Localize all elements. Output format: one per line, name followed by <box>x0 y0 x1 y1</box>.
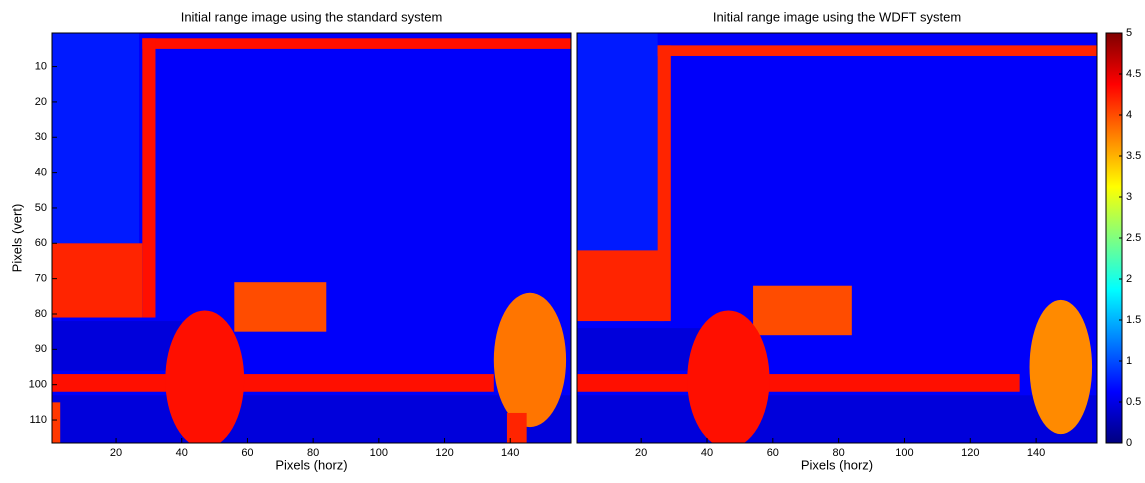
x-tick-label: 120 <box>961 447 979 459</box>
heatmap-region <box>577 250 665 322</box>
axes-frame <box>576 32 1098 444</box>
heatmap-region <box>577 328 707 371</box>
chart-title: Initial range image using the WDFT syste… <box>713 9 961 24</box>
y-tick-label: 80 <box>35 308 47 320</box>
y-axis-label: Pixels (vert) <box>9 204 24 273</box>
x-tick-label: 100 <box>895 447 913 459</box>
heatmap-region <box>234 282 327 332</box>
heatmap-region <box>52 402 61 443</box>
heatmap-region <box>506 412 527 443</box>
colorbar-tick-label: 3.5 <box>1126 150 1141 162</box>
heatmap-region <box>52 33 140 244</box>
chart-title: Initial range image using the standard s… <box>181 9 443 24</box>
x-tick-label: 100 <box>370 447 388 459</box>
heatmap-region <box>165 310 245 443</box>
x-tick-label: 140 <box>501 447 519 459</box>
x-tick-label: 80 <box>833 447 845 459</box>
heatmap-region <box>687 310 770 443</box>
heatmap-region <box>52 374 494 392</box>
heatmap-region <box>1029 299 1093 435</box>
y-tick-label: 40 <box>35 167 47 179</box>
colorbar-tick-label: 2 <box>1126 273 1132 285</box>
colorbar-tick-label: 0.5 <box>1126 396 1141 408</box>
x-tick-label: 20 <box>110 447 122 459</box>
y-tick-label: 110 <box>29 414 47 426</box>
y-tick-label: 60 <box>35 237 47 249</box>
x-tick-label: 20 <box>635 447 647 459</box>
x-tick-label: 40 <box>701 447 713 459</box>
heatmap-region <box>52 243 143 318</box>
heatmap-region <box>142 38 571 49</box>
x-tick-label: 60 <box>767 447 779 459</box>
heatmap-region <box>657 45 1097 56</box>
heatmap-region <box>142 38 156 318</box>
y-tick-label: 10 <box>35 60 47 72</box>
x-tick-label: 80 <box>307 447 319 459</box>
axes-frame <box>51 32 572 444</box>
y-tick-label: 90 <box>35 343 47 355</box>
x-axis-label: Pixels (horz) <box>275 457 347 472</box>
colorbar-tick-label: 4 <box>1126 109 1132 121</box>
y-tick-label: 30 <box>35 131 47 143</box>
x-tick-label: 60 <box>241 447 253 459</box>
heatmap-region <box>52 321 182 371</box>
heatmap-region <box>753 285 852 336</box>
heatmap <box>577 33 1097 443</box>
heatmap-region <box>577 374 1020 392</box>
x-tick-label: 140 <box>1027 447 1045 459</box>
heatmap-region <box>493 292 567 428</box>
y-tick-label: 50 <box>35 202 47 214</box>
colorbar-tick-label: 5 <box>1126 27 1132 39</box>
x-tick-label: 120 <box>435 447 453 459</box>
y-tick-label: 100 <box>29 379 47 391</box>
colorbar-tick-label: 4.5 <box>1126 68 1141 80</box>
heatmap-region <box>577 395 1097 443</box>
y-tick-label: 70 <box>35 273 47 285</box>
y-tick-label: 20 <box>35 96 47 108</box>
colorbar-tick-label: 3 <box>1126 191 1132 203</box>
heatmap-region <box>577 33 658 251</box>
x-tick-label: 40 <box>176 447 188 459</box>
colorbar-tick-label: 2.5 <box>1126 232 1141 244</box>
heatmap <box>52 33 571 443</box>
colorbar-tick-label: 0 <box>1126 437 1132 449</box>
colorbar-tick-label: 1.5 <box>1126 314 1141 326</box>
colorbar-tick-label: 1 <box>1126 355 1132 367</box>
heatmap-region <box>52 395 571 443</box>
x-axis-label: Pixels (horz) <box>801 457 873 472</box>
